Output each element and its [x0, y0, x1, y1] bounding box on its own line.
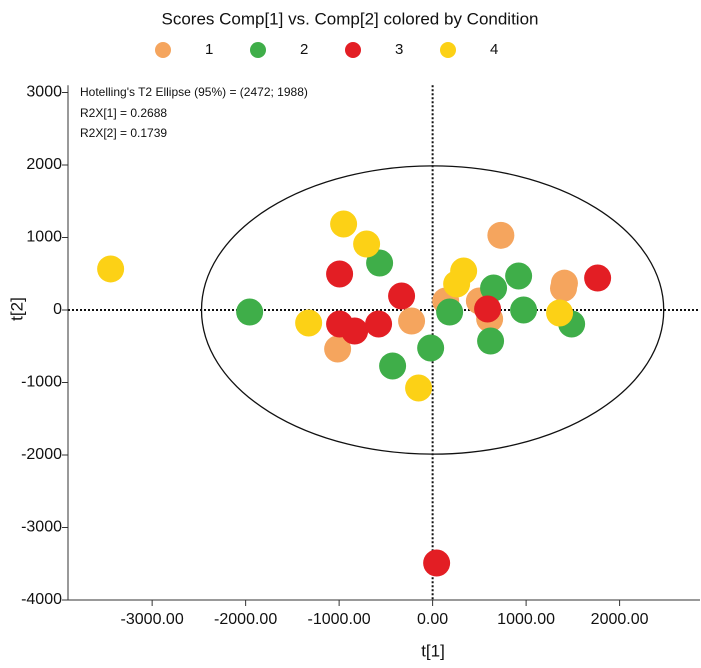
point: [236, 298, 264, 326]
point: [477, 327, 505, 355]
y-tick-label: 2000: [26, 156, 62, 173]
point: [443, 270, 471, 298]
y-tick-label: -3000: [21, 519, 62, 536]
x-tick-label: -3000.00: [121, 611, 184, 628]
point: [480, 274, 508, 302]
y-axis-label: t[2]: [7, 297, 26, 321]
x-axis-label: t[1]: [421, 641, 445, 660]
legend-label: 1: [205, 41, 213, 58]
x-tick-label: 1000.00: [497, 611, 555, 628]
point: [487, 221, 515, 249]
point: [366, 249, 394, 277]
x-tick-label: -1000.00: [308, 611, 371, 628]
point: [550, 274, 578, 302]
point: [97, 255, 125, 283]
point: [436, 298, 464, 326]
y-tick-label: 1000: [26, 229, 62, 246]
annotation: R2X[2] = 0.1739: [80, 126, 167, 140]
point: [398, 307, 426, 335]
y-tick-label: -1000: [21, 374, 62, 391]
point: [417, 334, 445, 362]
legend-label: 4: [490, 41, 498, 58]
point: [474, 295, 502, 323]
point: [505, 262, 533, 290]
point: [295, 309, 323, 337]
point: [423, 549, 451, 577]
point: [510, 296, 538, 324]
legend-marker: [155, 42, 171, 58]
point: [353, 230, 381, 258]
y-tick-label: -4000: [21, 591, 62, 608]
x-tick-label: -2000.00: [214, 611, 277, 628]
point: [379, 352, 407, 380]
x-tick-label: 2000.00: [591, 611, 649, 628]
point: [330, 210, 358, 238]
legend-marker: [345, 42, 361, 58]
chart-title: Scores Comp[1] vs. Comp[2] colored by Co…: [161, 9, 538, 28]
legend-label: 3: [395, 41, 403, 58]
hotelling-ellipse: [200, 165, 665, 455]
point: [546, 299, 574, 327]
x-tick-label: 0.00: [417, 611, 448, 628]
point: [326, 260, 354, 288]
legend-label: 2: [300, 41, 308, 58]
legend-marker: [250, 42, 266, 58]
point: [388, 282, 416, 310]
annotation: R2X[1] = 0.2688: [80, 106, 167, 120]
point: [324, 335, 352, 363]
point: [584, 264, 612, 292]
point: [341, 317, 369, 345]
y-tick-label: 3000: [26, 84, 62, 101]
annotation: Hotelling's T2 Ellipse (95%) = (2472; 19…: [80, 85, 308, 99]
y-tick-label: 0: [53, 301, 62, 318]
point: [405, 374, 433, 402]
point: [365, 310, 393, 338]
legend-marker: [440, 42, 456, 58]
y-tick-label: -2000: [21, 446, 62, 463]
